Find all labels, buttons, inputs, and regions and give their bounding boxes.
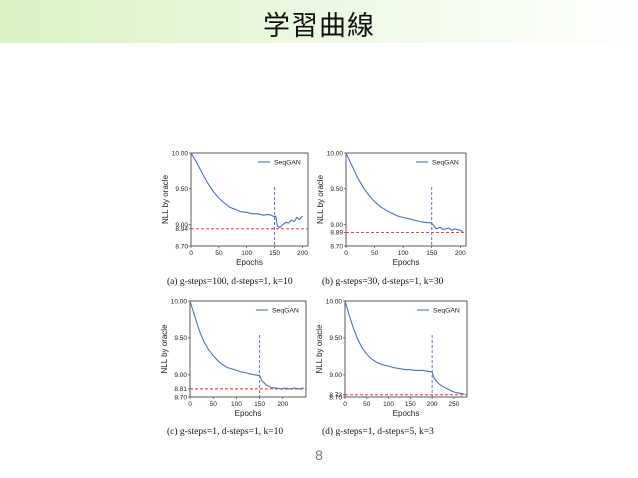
plot-frame [344, 300, 468, 398]
chart-panel-d: 0 50 100 150 200 250 10.00 9.50 9.00 8.738.70 Epoc… [315, 298, 468, 437]
legend-label: SeqGAN [433, 307, 460, 314]
series-line-seqgan [344, 300, 465, 395]
y-tick-label: 9.50 [330, 186, 343, 193]
y-tick-label: 10.00 [171, 298, 188, 305]
chart-panel-c: 0 50 100 150 200 10.00 9.50 9.00 8.818.70 Epochs N… [160, 298, 307, 437]
y-tick-label: 8.94 [175, 226, 188, 233]
x-tick-label: 0 [189, 250, 193, 257]
x-tick-label: 100 [231, 401, 242, 408]
legend-label: SeqGAN [272, 307, 299, 314]
x-tick-label: 0 [344, 250, 348, 257]
y-tick-label: 9.00 [330, 222, 343, 229]
y-tick-label: 9.00 [174, 372, 187, 379]
x-tick-label: 50 [210, 401, 218, 408]
y-tick-label: 9.00 [175, 222, 188, 229]
y-tick-label: 8.70 [174, 394, 187, 401]
y-tick-label: 10.00 [172, 150, 189, 157]
x-tick-label: 50 [215, 250, 223, 257]
x-axis-label: Epochs [235, 409, 262, 418]
x-tick-label: 150 [426, 250, 437, 257]
x-tick-label: 200 [427, 401, 438, 408]
y-tick-label: 9.50 [174, 335, 187, 342]
series-line-seqgan [189, 300, 304, 390]
x-tick-label: 250 [448, 401, 459, 408]
y-axis-label: NLL by oracle [315, 324, 324, 374]
y-tick-label: 8.73 [329, 392, 342, 399]
series-line-seqgan [345, 152, 464, 233]
x-tick-label: 50 [371, 250, 379, 257]
y-tick-label: 10.00 [327, 150, 344, 157]
x-tick-label: 50 [363, 401, 371, 408]
x-tick-label: 100 [383, 401, 394, 408]
y-tick-label: 8.70 [175, 243, 188, 250]
panel-caption: (d) g-steps=1, d-steps=5, k=3 [322, 426, 434, 437]
x-axis-label: Epochs [236, 258, 263, 267]
x-tick-label: 200 [277, 401, 288, 408]
panel-caption: (c) g-steps=1, d-steps=1, k=10 [167, 426, 283, 437]
x-tick-label: 100 [398, 250, 409, 257]
x-tick-label: 100 [241, 250, 252, 257]
y-axis-label: NLL by oracle [160, 324, 169, 374]
y-tick-label: 8.70 [330, 243, 343, 250]
x-tick-label: 200 [455, 250, 466, 257]
x-tick-label: 150 [269, 250, 280, 257]
x-tick-label: 150 [405, 401, 416, 408]
y-tick-label: 10.00 [326, 298, 343, 305]
chart-panel-b: 0 50 100 150 200 10.00 9.50 9.008.89 8.70 Epochs N… [316, 150, 467, 287]
x-tick-label: 150 [254, 401, 265, 408]
x-axis-label: Epochs [393, 409, 420, 418]
y-tick-label: 9.50 [175, 186, 188, 193]
legend-label: SeqGAN [432, 159, 459, 166]
plot-frame [189, 300, 307, 398]
x-axis-label: Epochs [393, 258, 420, 267]
series-line-seqgan [190, 152, 303, 229]
panel-caption: (a) g-steps=100, d-steps=1, k=10 [167, 276, 293, 287]
legend-label: SeqGAN [274, 159, 301, 166]
x-tick-label: 0 [343, 401, 347, 408]
title-bar [0, 0, 638, 43]
y-axis-label: NLL by oracle [316, 174, 325, 224]
y-tick-label: 8.70 [329, 394, 342, 401]
x-tick-label: 200 [297, 250, 308, 257]
slide-title: 学習曲線 [263, 11, 375, 42]
page-number: 8 [315, 447, 323, 463]
x-tick-label: 0 [188, 401, 192, 408]
y-tick-label: 8.89 [330, 230, 343, 237]
y-axis-label: NLL by oracle [161, 174, 170, 224]
chart-panel-a: 0 50 100 150 200 10.00 9.50 9.008.94 8.70 Epochs N… [161, 150, 309, 287]
y-tick-label: 8.81 [174, 386, 187, 393]
y-tick-label: 9.50 [329, 335, 342, 342]
plot-frame [190, 152, 309, 247]
panel-caption: (b) g-steps=30, d-steps=1, k=30 [322, 276, 444, 287]
y-tick-label: 9.00 [329, 372, 342, 379]
plot-frame [345, 152, 467, 247]
